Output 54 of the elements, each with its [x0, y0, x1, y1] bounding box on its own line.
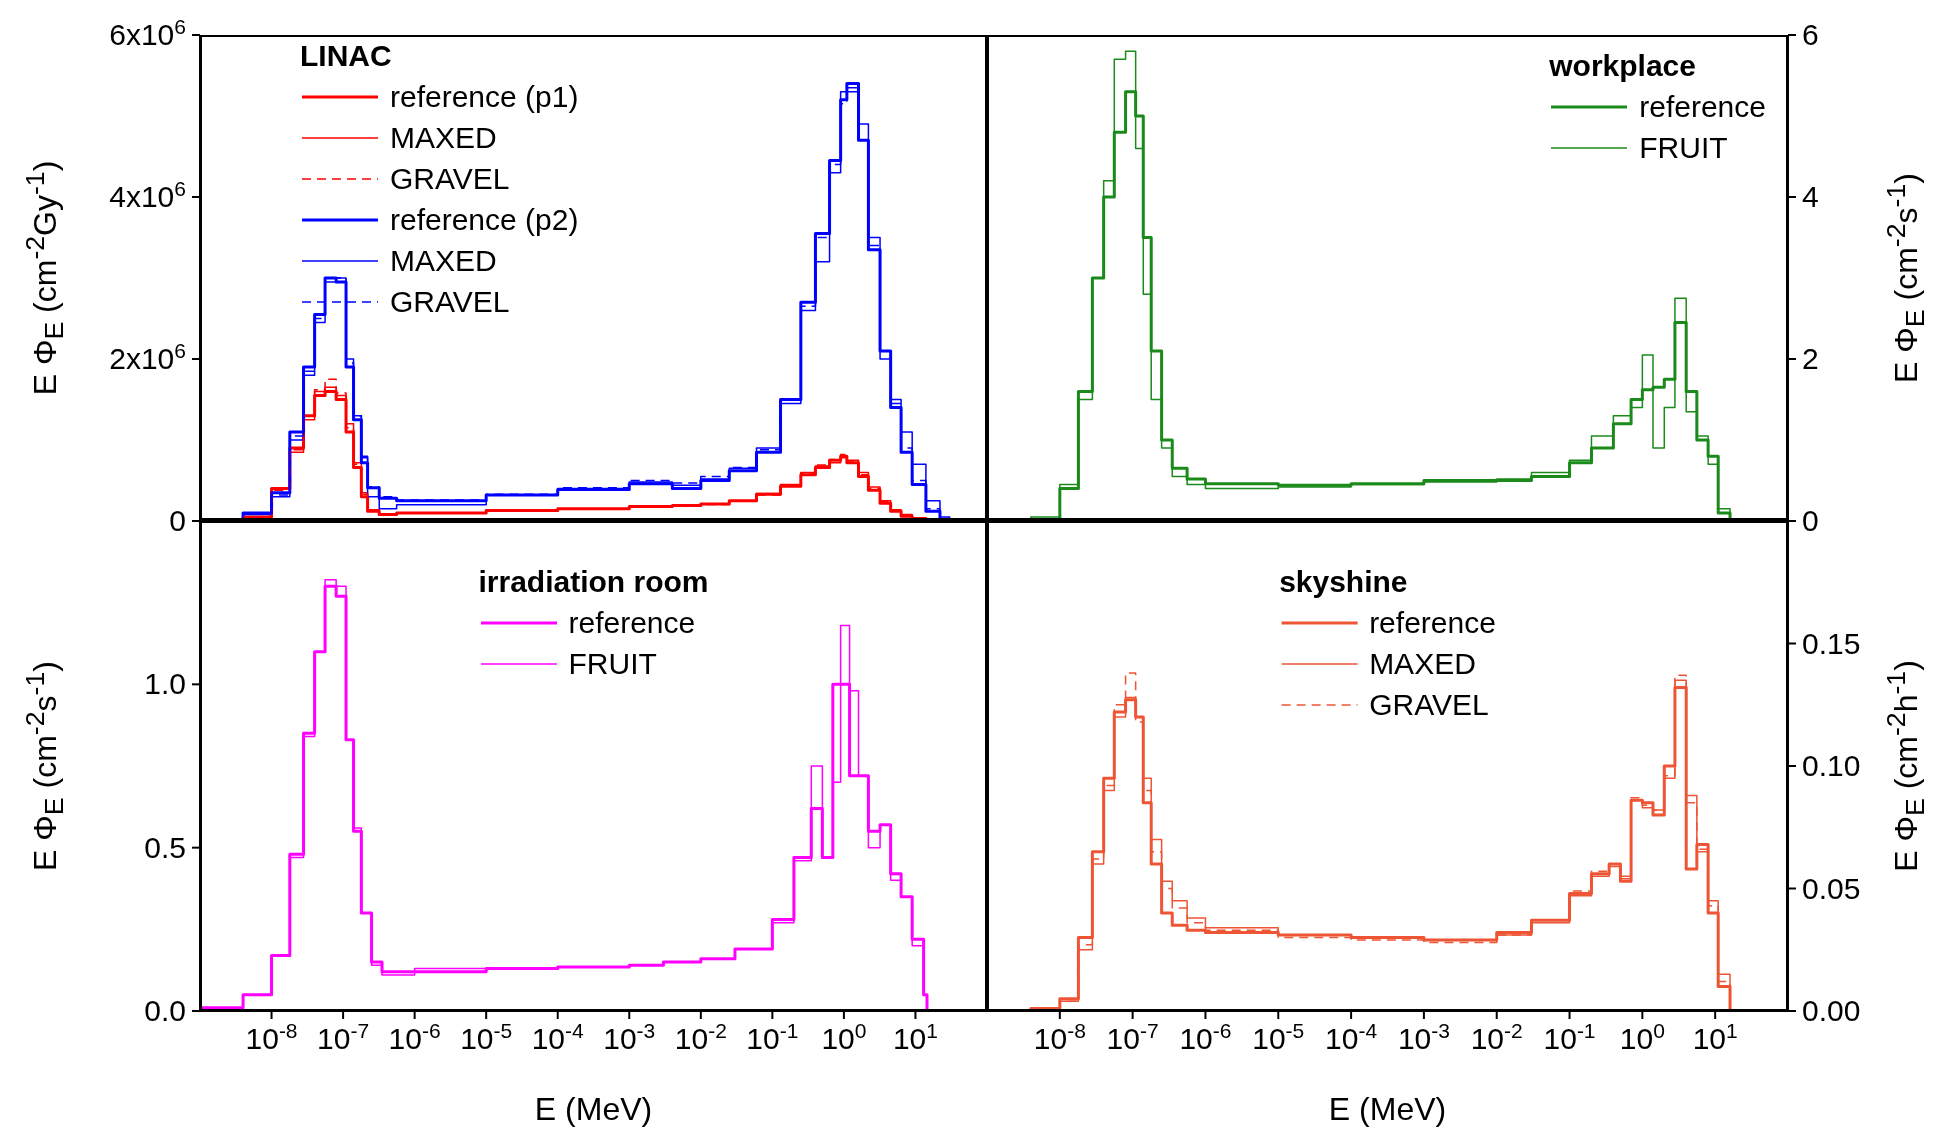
x-tick-label: 10$^{-6}$ — [1179, 1018, 1232, 1055]
legend-label: MAXED — [1369, 646, 1476, 682]
y-tick-label: 1.0 — [144, 667, 186, 701]
x-tick-label: 10$^{-7}$ — [317, 1018, 370, 1055]
x-tick-label: 10$^{-4}$ — [531, 1018, 585, 1055]
y2-tick-label: 0.10 — [1802, 749, 1861, 782]
x-tick-label: 10$^{-1}$ — [746, 1018, 799, 1055]
y-tick-label: 4x10$^{6}$ — [109, 176, 186, 213]
x-tick-label: 10$^{-8}$ — [1033, 1018, 1086, 1055]
legend-label: reference — [568, 605, 696, 641]
x-tick-label: 10$^{1}$ — [1692, 1018, 1738, 1055]
x-tick-label: 10$^{-3}$ — [1397, 1018, 1450, 1055]
y2-tick-label: 2 — [1802, 342, 1819, 375]
y-tick-label: 0.0 — [144, 994, 186, 1027]
legend-label: FRUIT — [568, 646, 657, 682]
legend-label: reference — [1369, 605, 1496, 641]
y-tick-label: 6x10$^{6}$ — [109, 14, 186, 51]
y2-tick-label: 0.00 — [1802, 994, 1861, 1027]
legend-label: FRUIT — [1639, 130, 1728, 166]
legend-title: workplace — [1549, 48, 1697, 84]
x-tick-label: 10$^{-3}$ — [603, 1018, 656, 1055]
legend-label: MAXED — [390, 120, 497, 156]
legend-title: skyshine — [1279, 564, 1409, 600]
x-tick-label: 10$^{0}$ — [1619, 1018, 1665, 1055]
x-tick-label: 10$^{-7}$ — [1106, 1018, 1159, 1055]
y2-tick-label: 0.05 — [1802, 871, 1861, 905]
y2-tick-label: 0.15 — [1802, 626, 1861, 660]
y-tick-label: 0 — [169, 504, 186, 537]
legend-title: irradiation room — [478, 564, 709, 600]
x-tick-label: 10$^{-6}$ — [388, 1018, 441, 1055]
x-tick-label: 10$^{-2}$ — [1470, 1018, 1523, 1055]
y2-tick-label: 4 — [1802, 180, 1819, 213]
x-tick-label: 10$^{-1}$ — [1543, 1018, 1596, 1055]
legend-label: GRAVEL — [390, 161, 510, 197]
x-tick-label: 10$^{-5}$ — [460, 1018, 513, 1055]
x-tick-label: 10$^{-4}$ — [1325, 1018, 1378, 1055]
x-axis-title: E (MeV) — [534, 1091, 653, 1128]
y2-tick-label: 0 — [1802, 504, 1819, 537]
y-tick-label: 2x10$^{6}$ — [109, 338, 186, 375]
y-tick-label: 0.5 — [144, 830, 186, 864]
x-axis-title: E (MeV) — [1328, 1091, 1447, 1128]
legend-label: reference (p2) — [390, 202, 579, 238]
x-tick-label: 10$^{-5}$ — [1252, 1018, 1305, 1055]
legend-title: LINAC — [300, 38, 393, 74]
y2-tick-label: 6 — [1802, 18, 1819, 51]
legend-label: MAXED — [390, 243, 497, 279]
legend-label: reference (p1) — [390, 79, 579, 115]
x-tick-label: 10$^{-2}$ — [674, 1018, 727, 1055]
legend-label: GRAVEL — [1369, 687, 1489, 723]
legend-label: GRAVEL — [390, 284, 510, 320]
x-tick-label: 10$^{1}$ — [892, 1018, 938, 1055]
x-tick-label: 10$^{0}$ — [821, 1018, 867, 1055]
legend-label: reference — [1639, 89, 1766, 125]
x-tick-label: 10$^{-8}$ — [245, 1018, 298, 1055]
